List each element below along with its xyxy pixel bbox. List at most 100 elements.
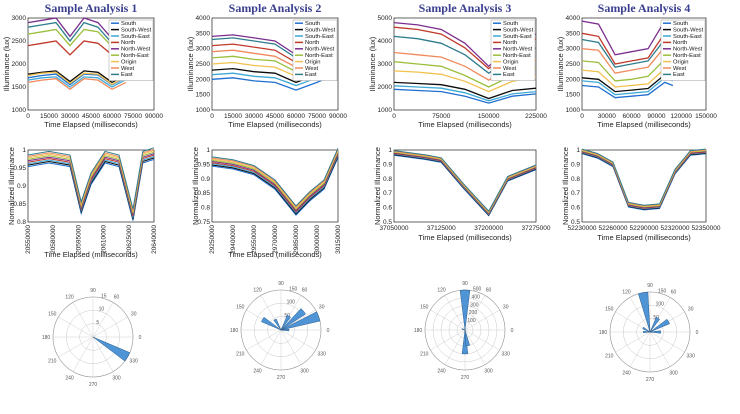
polar-bar <box>461 328 466 331</box>
legend-entry: North <box>503 40 517 46</box>
x-axis-label: Time Elapsed (milliseconds) <box>228 250 322 259</box>
legend-entry: Origin <box>503 59 518 65</box>
x-tick-label: 150000 <box>478 113 500 120</box>
x-tick-label: 0 <box>580 113 584 120</box>
angle-tick-label: 150 <box>420 305 429 311</box>
y-tick-label: 0.8 <box>201 205 210 212</box>
angle-tick-label: 240 <box>253 369 262 375</box>
x-tick-label: 90000 <box>647 113 665 120</box>
y-tick-label: 2000 <box>378 84 393 91</box>
y-tick-label: 0.7 <box>571 190 580 197</box>
y-tick-label: 1 <box>206 147 210 154</box>
panel-polar-2: 030609012015018021024027030033050100150 <box>230 281 330 381</box>
legend-entry: North <box>121 40 135 46</box>
legend-entry: South <box>305 21 320 27</box>
polar-bar <box>649 316 660 333</box>
y-tick-label: 0.9 <box>571 161 580 168</box>
normalized-line <box>211 154 339 214</box>
y-tick-label: 0.9 <box>17 183 26 190</box>
legend-entry: North-East <box>305 53 333 59</box>
angle-tick-label: 270 <box>646 377 655 383</box>
panel-raw-1: Sample Analysis 1 0 15000 30000 45000 60000 75… <box>2 1 163 129</box>
x-tick-label: 0 <box>26 113 30 120</box>
x-tick-label: 20625000 <box>126 225 133 254</box>
legend-entry: Origin <box>121 59 136 65</box>
x-tick-label: 60000 <box>287 113 305 120</box>
normalized-line <box>211 151 339 211</box>
legend-entry: East <box>121 72 133 78</box>
y-tick-label: 0.5 <box>383 219 392 226</box>
polar-spoke <box>615 331 651 353</box>
y-tick-label: 1000 <box>566 107 581 114</box>
chart-title: Sample Analysis 2 <box>229 1 322 15</box>
y-tick-label: 0.6 <box>383 205 392 212</box>
y-tick-label: 2000 <box>196 76 211 83</box>
angle-tick-label: 180 <box>414 328 423 334</box>
y-tick-label: 0.5 <box>571 219 580 226</box>
x-tick-label: 20640000 <box>151 225 158 254</box>
legend-entry: South-East <box>305 34 334 40</box>
radial-tick-label: 10 <box>99 307 105 313</box>
legend-entry: North-East <box>673 53 701 59</box>
angle-tick-label: 60 <box>671 289 677 295</box>
x-tick-label: 45000 <box>266 113 284 120</box>
angle-tick-label: 150 <box>236 305 245 311</box>
angle-tick-label: 240 <box>622 371 631 377</box>
x-tick-label: 30000 <box>61 113 79 120</box>
panel-polar-4: 030609012015018021024027030033050100150 <box>599 283 699 383</box>
normalized-line <box>211 148 339 207</box>
polar-bar <box>461 329 469 355</box>
polar-spoke <box>649 331 671 367</box>
angle-tick-label: 270 <box>89 382 98 388</box>
x-tick-label: 150000 <box>695 113 717 120</box>
normalized-line <box>211 153 339 213</box>
x-tick-label: 52320000 <box>661 225 690 232</box>
radial-tick-label: 200 <box>469 310 478 316</box>
x-tick-label: 30000 <box>598 113 616 120</box>
y-tick-label: 2000 <box>566 76 581 83</box>
y-tick-label: 3000 <box>378 61 393 68</box>
panel-raw-2: Sample Analysis 2 0 15000 30000 45000 60000 75… <box>186 1 347 129</box>
angle-tick-label: 120 <box>622 289 631 295</box>
y-axis-label: Normalized Illuminance <box>7 147 16 225</box>
radial-tick-label: 400 <box>472 294 481 300</box>
series-line-south <box>211 75 332 91</box>
x-tick-label: 20595000 <box>75 225 82 254</box>
angle-tick-label: 240 <box>437 369 446 375</box>
legend-entry: South-West <box>305 27 336 33</box>
series-line-west <box>27 78 127 91</box>
y-tick-label: 1500 <box>566 92 581 99</box>
normalized-line <box>393 150 537 212</box>
x-tick-label: 37200000 <box>474 225 503 232</box>
x-tick-label: 30000000 <box>314 225 321 254</box>
legend-entry: North-West <box>121 47 151 53</box>
angle-tick-label: 330 <box>318 352 327 358</box>
polar-spoke <box>464 329 486 365</box>
angle-tick-label: 60 <box>114 294 120 300</box>
angle-tick-label: 120 <box>437 287 446 293</box>
plot-frame <box>581 149 707 223</box>
y-tick-label: 3000 <box>566 46 581 53</box>
x-axis-label: Time Elapsed (milliseconds) <box>418 233 512 242</box>
angle-tick-label: 0 <box>139 335 142 341</box>
polar-bar <box>280 314 291 331</box>
radial-tick-label: 150 <box>289 287 298 293</box>
x-tick-label: 75000 <box>432 113 450 120</box>
y-tick-label: 0.75 <box>197 219 210 226</box>
normalized-line <box>27 147 155 210</box>
normalized-line <box>211 150 339 209</box>
chart-title: Sample Analysis 4 <box>598 1 691 15</box>
legend-entry: East <box>305 72 317 78</box>
panel-normalized-2: 29250000 29400000 29550000 29700000 29850000… <box>191 147 342 259</box>
y-tick-label: 4000 <box>378 38 393 45</box>
angle-tick-label: 270 <box>461 375 470 381</box>
x-tick-label: 52260000 <box>599 225 628 232</box>
series-line-south <box>581 81 674 99</box>
polar-spoke <box>280 309 316 331</box>
angle-tick-label: 30 <box>319 305 325 311</box>
series-line-south-west <box>393 81 537 100</box>
angle-tick-label: 30 <box>688 307 694 313</box>
polar-spoke <box>246 329 282 351</box>
series-line-south <box>393 88 537 104</box>
legend-entry: East <box>673 72 685 78</box>
